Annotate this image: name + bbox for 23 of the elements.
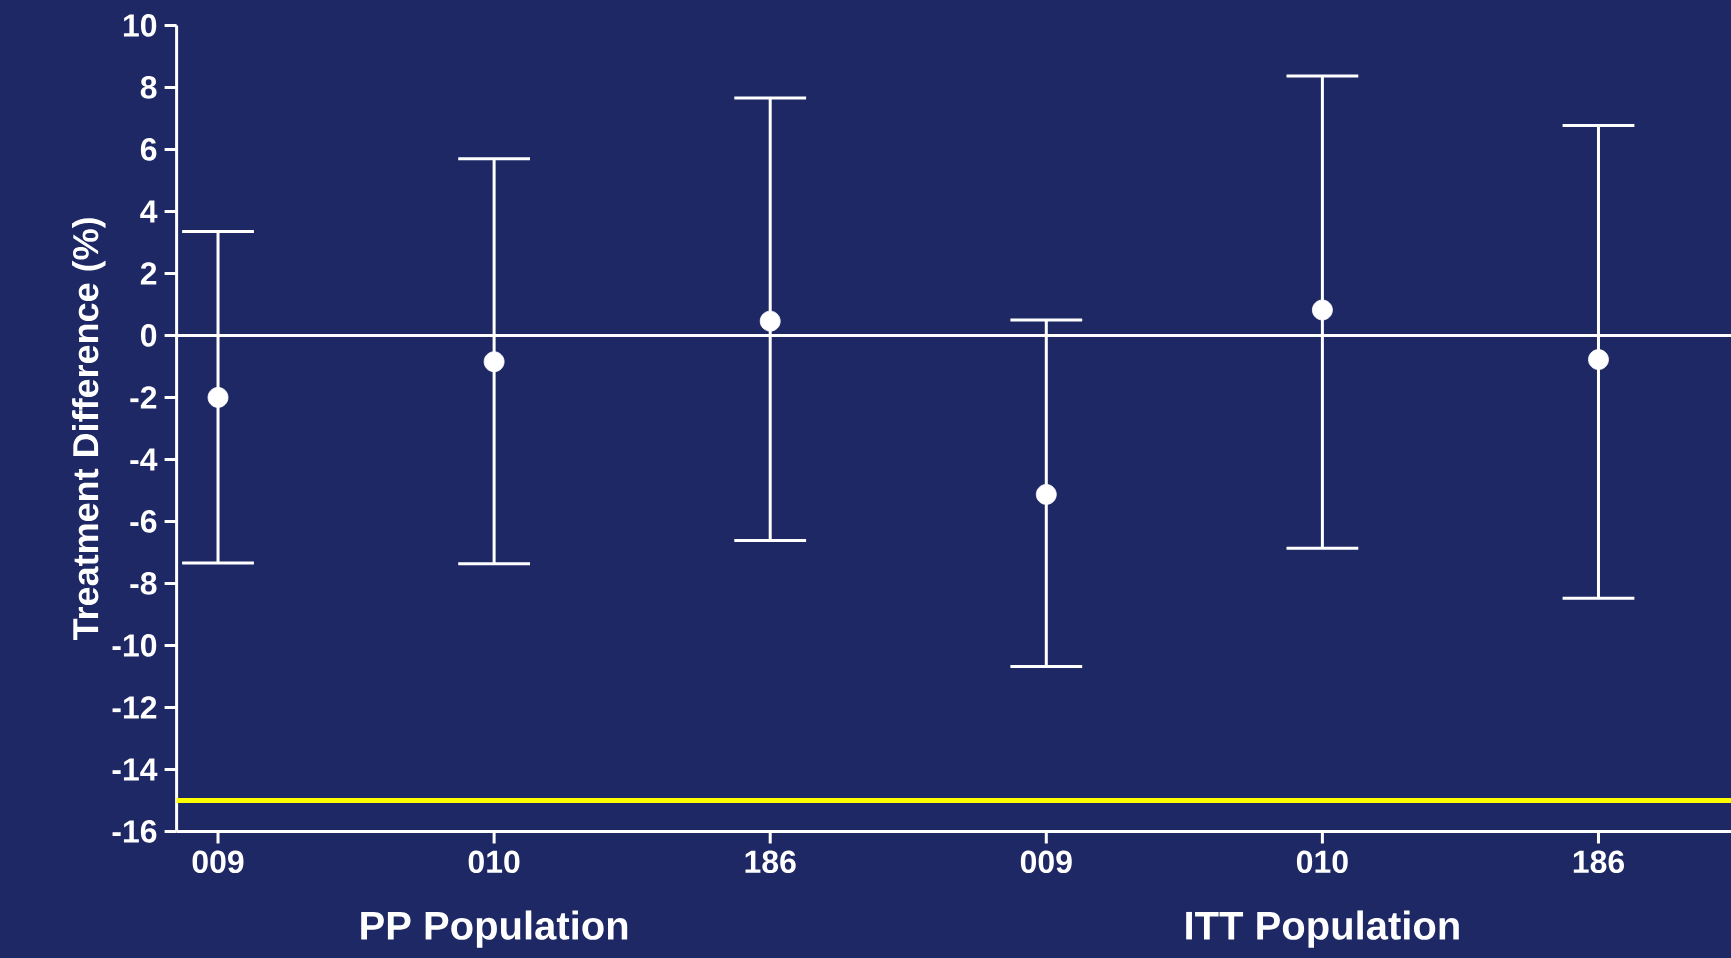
y-tick-label: -16 xyxy=(112,820,157,843)
y-tick-label: 2 xyxy=(140,262,157,285)
y-tick-label: 4 xyxy=(140,200,158,223)
x-tick-label: 010 xyxy=(468,850,520,874)
y-tick-label: 10 xyxy=(123,14,157,37)
y-tick-label: -2 xyxy=(130,386,157,409)
y-tick-label: -4 xyxy=(130,448,158,471)
y-tick-label: 6 xyxy=(140,138,157,161)
text: PP Population xyxy=(361,910,628,948)
x-tick-label: 009 xyxy=(192,850,244,874)
x-tick-label: 010 xyxy=(1296,850,1348,874)
text: ITT Population xyxy=(1186,910,1459,948)
y-tick-label: 0 xyxy=(141,324,157,347)
y-tick-label: -6 xyxy=(130,510,157,533)
y-axis-title: Treatment Difference (%) xyxy=(71,218,106,641)
y-tick-label: -10 xyxy=(112,634,157,657)
x-tick-label: 186 xyxy=(745,850,796,874)
y-tick-label: -8 xyxy=(130,572,157,595)
y-tick-label: -14 xyxy=(112,758,158,781)
x-tick-label: 009 xyxy=(1020,850,1072,874)
y-tick-label: -12 xyxy=(112,696,157,719)
x-tick-label: 186 xyxy=(1573,850,1624,874)
y-tick-label: 8 xyxy=(140,76,157,99)
